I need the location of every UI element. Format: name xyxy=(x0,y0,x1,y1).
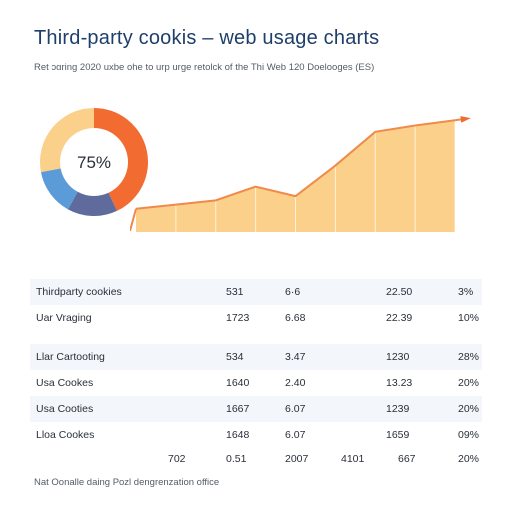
donut-center-label: 75% xyxy=(77,153,111,172)
trend-arrow-icon xyxy=(460,116,471,123)
row-label: Uar Vraging xyxy=(36,312,92,324)
row-label: Usa Cookes xyxy=(36,377,94,389)
donut-slice-cream xyxy=(39,108,94,173)
table-cell: 6·6 xyxy=(285,286,301,298)
table-row: Thirdparty cookies 531 6·6 22.50 3% xyxy=(30,279,482,305)
table-cell: 3% xyxy=(458,286,474,298)
donut-chart: 75% xyxy=(39,108,148,216)
table-row: Lloa Cookes 1648 6.07 1659 09% xyxy=(30,422,482,448)
table-cell: 531 xyxy=(226,286,244,298)
donut-slice-blue xyxy=(40,168,78,210)
totals-row: 702 0.51 2007 4101 667 20% xyxy=(30,448,482,470)
row-label: Usa Cooties xyxy=(36,403,94,415)
area-chart xyxy=(130,116,471,232)
table-row: Llar Cartooting 534 3.47 1230 28% xyxy=(30,344,482,370)
table-cell: 10% xyxy=(458,312,480,324)
data-table: Thirdparty cookies 531 6·6 22.50 3% Uar Vragi… xyxy=(30,279,482,470)
table-cell: 2.40 xyxy=(285,377,306,389)
total-cell: 4101 xyxy=(341,453,365,465)
total-cell: 0.51 xyxy=(226,453,247,465)
row-label: Thirdparty cookies xyxy=(36,286,122,298)
table-cell: 20% xyxy=(458,377,480,389)
chart-title: Third-party cookis – web usage charts xyxy=(34,27,380,49)
row-label: Lloa Cookes xyxy=(36,429,95,441)
table-cell: 22.50 xyxy=(386,286,413,298)
table-cell: 1648 xyxy=(226,429,250,441)
table-cell: 6.07 xyxy=(285,429,306,441)
area-line xyxy=(135,119,456,210)
table-cell: 28% xyxy=(458,351,480,363)
table-cell: 6.07 xyxy=(285,403,306,415)
row-label: Llar Cartooting xyxy=(36,351,105,363)
donut-slice-navy xyxy=(67,191,117,216)
table-row: Usa Cookes 1640 2.40 13.23 20% xyxy=(30,370,482,396)
table-cell: 1659 xyxy=(386,429,410,441)
total-cell: 667 xyxy=(398,453,416,465)
table-cell: 1640 xyxy=(226,377,250,389)
table-cell: 1239 xyxy=(386,403,410,415)
table-cell: 1230 xyxy=(386,351,410,363)
table-cell: 09% xyxy=(458,429,480,441)
total-cell: 20% xyxy=(458,453,480,465)
total-cell: 702 xyxy=(168,453,186,465)
area-line-lead xyxy=(130,208,137,232)
table-cell: 3.47 xyxy=(285,351,306,363)
table-cell: 13.23 xyxy=(386,377,413,389)
donut-slice-orange xyxy=(94,108,148,211)
table-cell: 20% xyxy=(458,403,480,415)
table-row: Uar Vraging 1723 6.68 22.39 10% xyxy=(30,305,482,331)
table-cell: 22.39 xyxy=(386,312,413,324)
chart-subtitle: Ret ɔɑring 2020 uxbe ohe to urp urge ret… xyxy=(34,62,375,73)
table-row: Usa Cooties 1667 6.07 1239 20% xyxy=(30,396,482,422)
table-cell: 1667 xyxy=(226,403,250,415)
table-cell: 534 xyxy=(226,351,244,363)
total-cell: 2007 xyxy=(285,453,309,465)
table-cell: 6.68 xyxy=(285,312,306,324)
footnote: Nat Oonalle daing Pozl dengrenzation off… xyxy=(34,477,220,488)
table-cell: 1723 xyxy=(226,312,250,324)
